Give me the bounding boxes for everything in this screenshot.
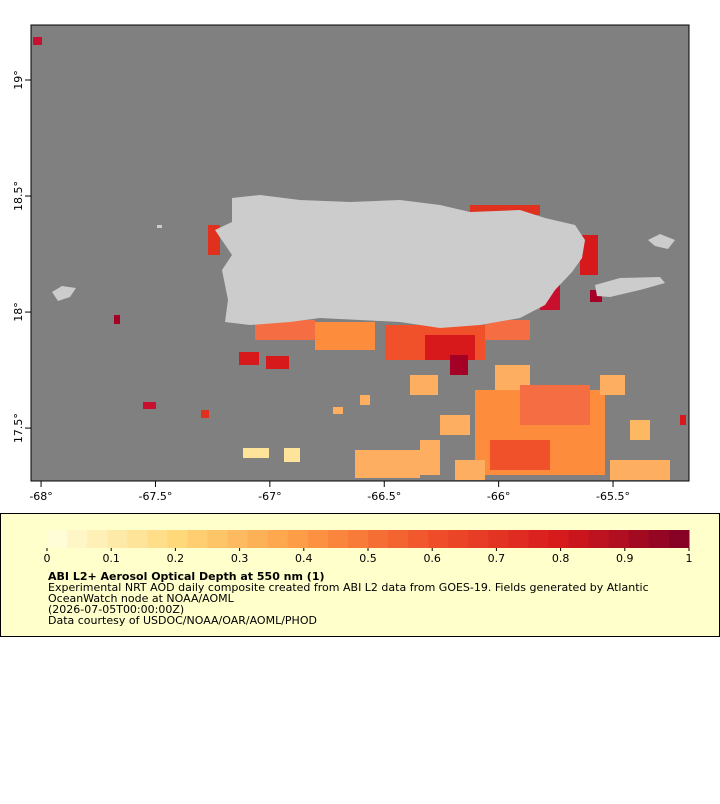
y-tick-label: 18°: [12, 302, 25, 322]
colorbar-step: [207, 530, 229, 548]
colorbar-step: [107, 530, 128, 548]
colorbar-tick-label: 0: [44, 552, 51, 565]
colorbar-step: [488, 530, 509, 548]
colorbar-step: [227, 530, 249, 548]
legend-line: Experimental NRT AOD daily composite cre…: [48, 581, 649, 594]
colorbar-step: [668, 530, 690, 548]
colorbar-tick-label: 0.6: [423, 552, 441, 565]
colorbar-step: [448, 530, 469, 548]
colorbar-tick-label: 0.5: [359, 552, 377, 565]
colorbar-step: [87, 530, 108, 548]
legend-title: ABI L2+ Aerosol Optical Depth at 550 nm …: [48, 570, 325, 583]
colorbar-step: [528, 530, 550, 548]
colorbar-tick-label: 0.3: [231, 552, 249, 565]
legend-line: (2026-07-05T00:00:00Z): [48, 603, 184, 616]
legend-line: Data courtesy of USDOC/NOAA/OAR/AOML/PHO…: [48, 614, 317, 627]
x-tick-label: -67.5°: [138, 490, 172, 503]
colorbar-tick-label: 1: [686, 552, 693, 565]
y-tick-label: 18.5°: [12, 181, 25, 211]
colorbar-step: [267, 530, 289, 548]
map-frame: [30, 24, 690, 482]
colorbar-step: [568, 530, 590, 548]
colorbar-step: [588, 530, 610, 548]
y-tick-label: 19°: [12, 70, 25, 90]
colorbar-step: [388, 530, 409, 548]
colorbar-tick-label: 0.7: [488, 552, 506, 565]
legend-line: OceanWatch node at NOAA/AOML: [48, 592, 235, 605]
colorbar-step: [347, 530, 369, 548]
colorbar-step: [307, 530, 329, 548]
colorbar-step: [127, 530, 148, 548]
colorbar-step: [327, 530, 349, 548]
colorbar-step: [47, 530, 68, 548]
x-tick-label: -68°: [29, 490, 52, 503]
colorbar-tick-label: 0.9: [616, 552, 634, 565]
x-tick-label: -66°: [487, 490, 510, 503]
colorbar-step: [67, 530, 88, 548]
y-tick-label: 17.5°: [12, 413, 25, 443]
colorbar-step: [368, 530, 389, 548]
colorbar-step: [147, 530, 168, 548]
x-tick-label: -66.5°: [367, 490, 401, 503]
land: [52, 195, 675, 328]
colorbar-step: [247, 530, 269, 548]
colorbar: 0 0.1 0.2 0.3 0.4 0.5 0.6 0.7 0.8 0.9 1: [44, 530, 693, 565]
colorbar-step: [408, 530, 429, 548]
colorbar-step: [428, 530, 449, 548]
colorbar-step: [608, 530, 630, 548]
colorbar-step: [468, 530, 489, 548]
aod-pixels: [33, 37, 686, 480]
colorbar-step: [548, 530, 570, 548]
colorbar-tick-label: 0.4: [295, 552, 313, 565]
x-tick-label: -65.5°: [596, 490, 630, 503]
colorbar-tick-label: 0.8: [552, 552, 570, 565]
colorbar-tick-label: 0.2: [167, 552, 185, 565]
x-tick-label: -67°: [258, 490, 281, 503]
colorbar-tick-label: 0.1: [102, 552, 120, 565]
colorbar-step: [508, 530, 529, 548]
colorbar-step: [287, 530, 309, 548]
colorbar-step: [648, 530, 670, 548]
colorbar-step: [187, 530, 208, 548]
colorbar-step: [628, 530, 650, 548]
colorbar-step: [167, 530, 188, 548]
